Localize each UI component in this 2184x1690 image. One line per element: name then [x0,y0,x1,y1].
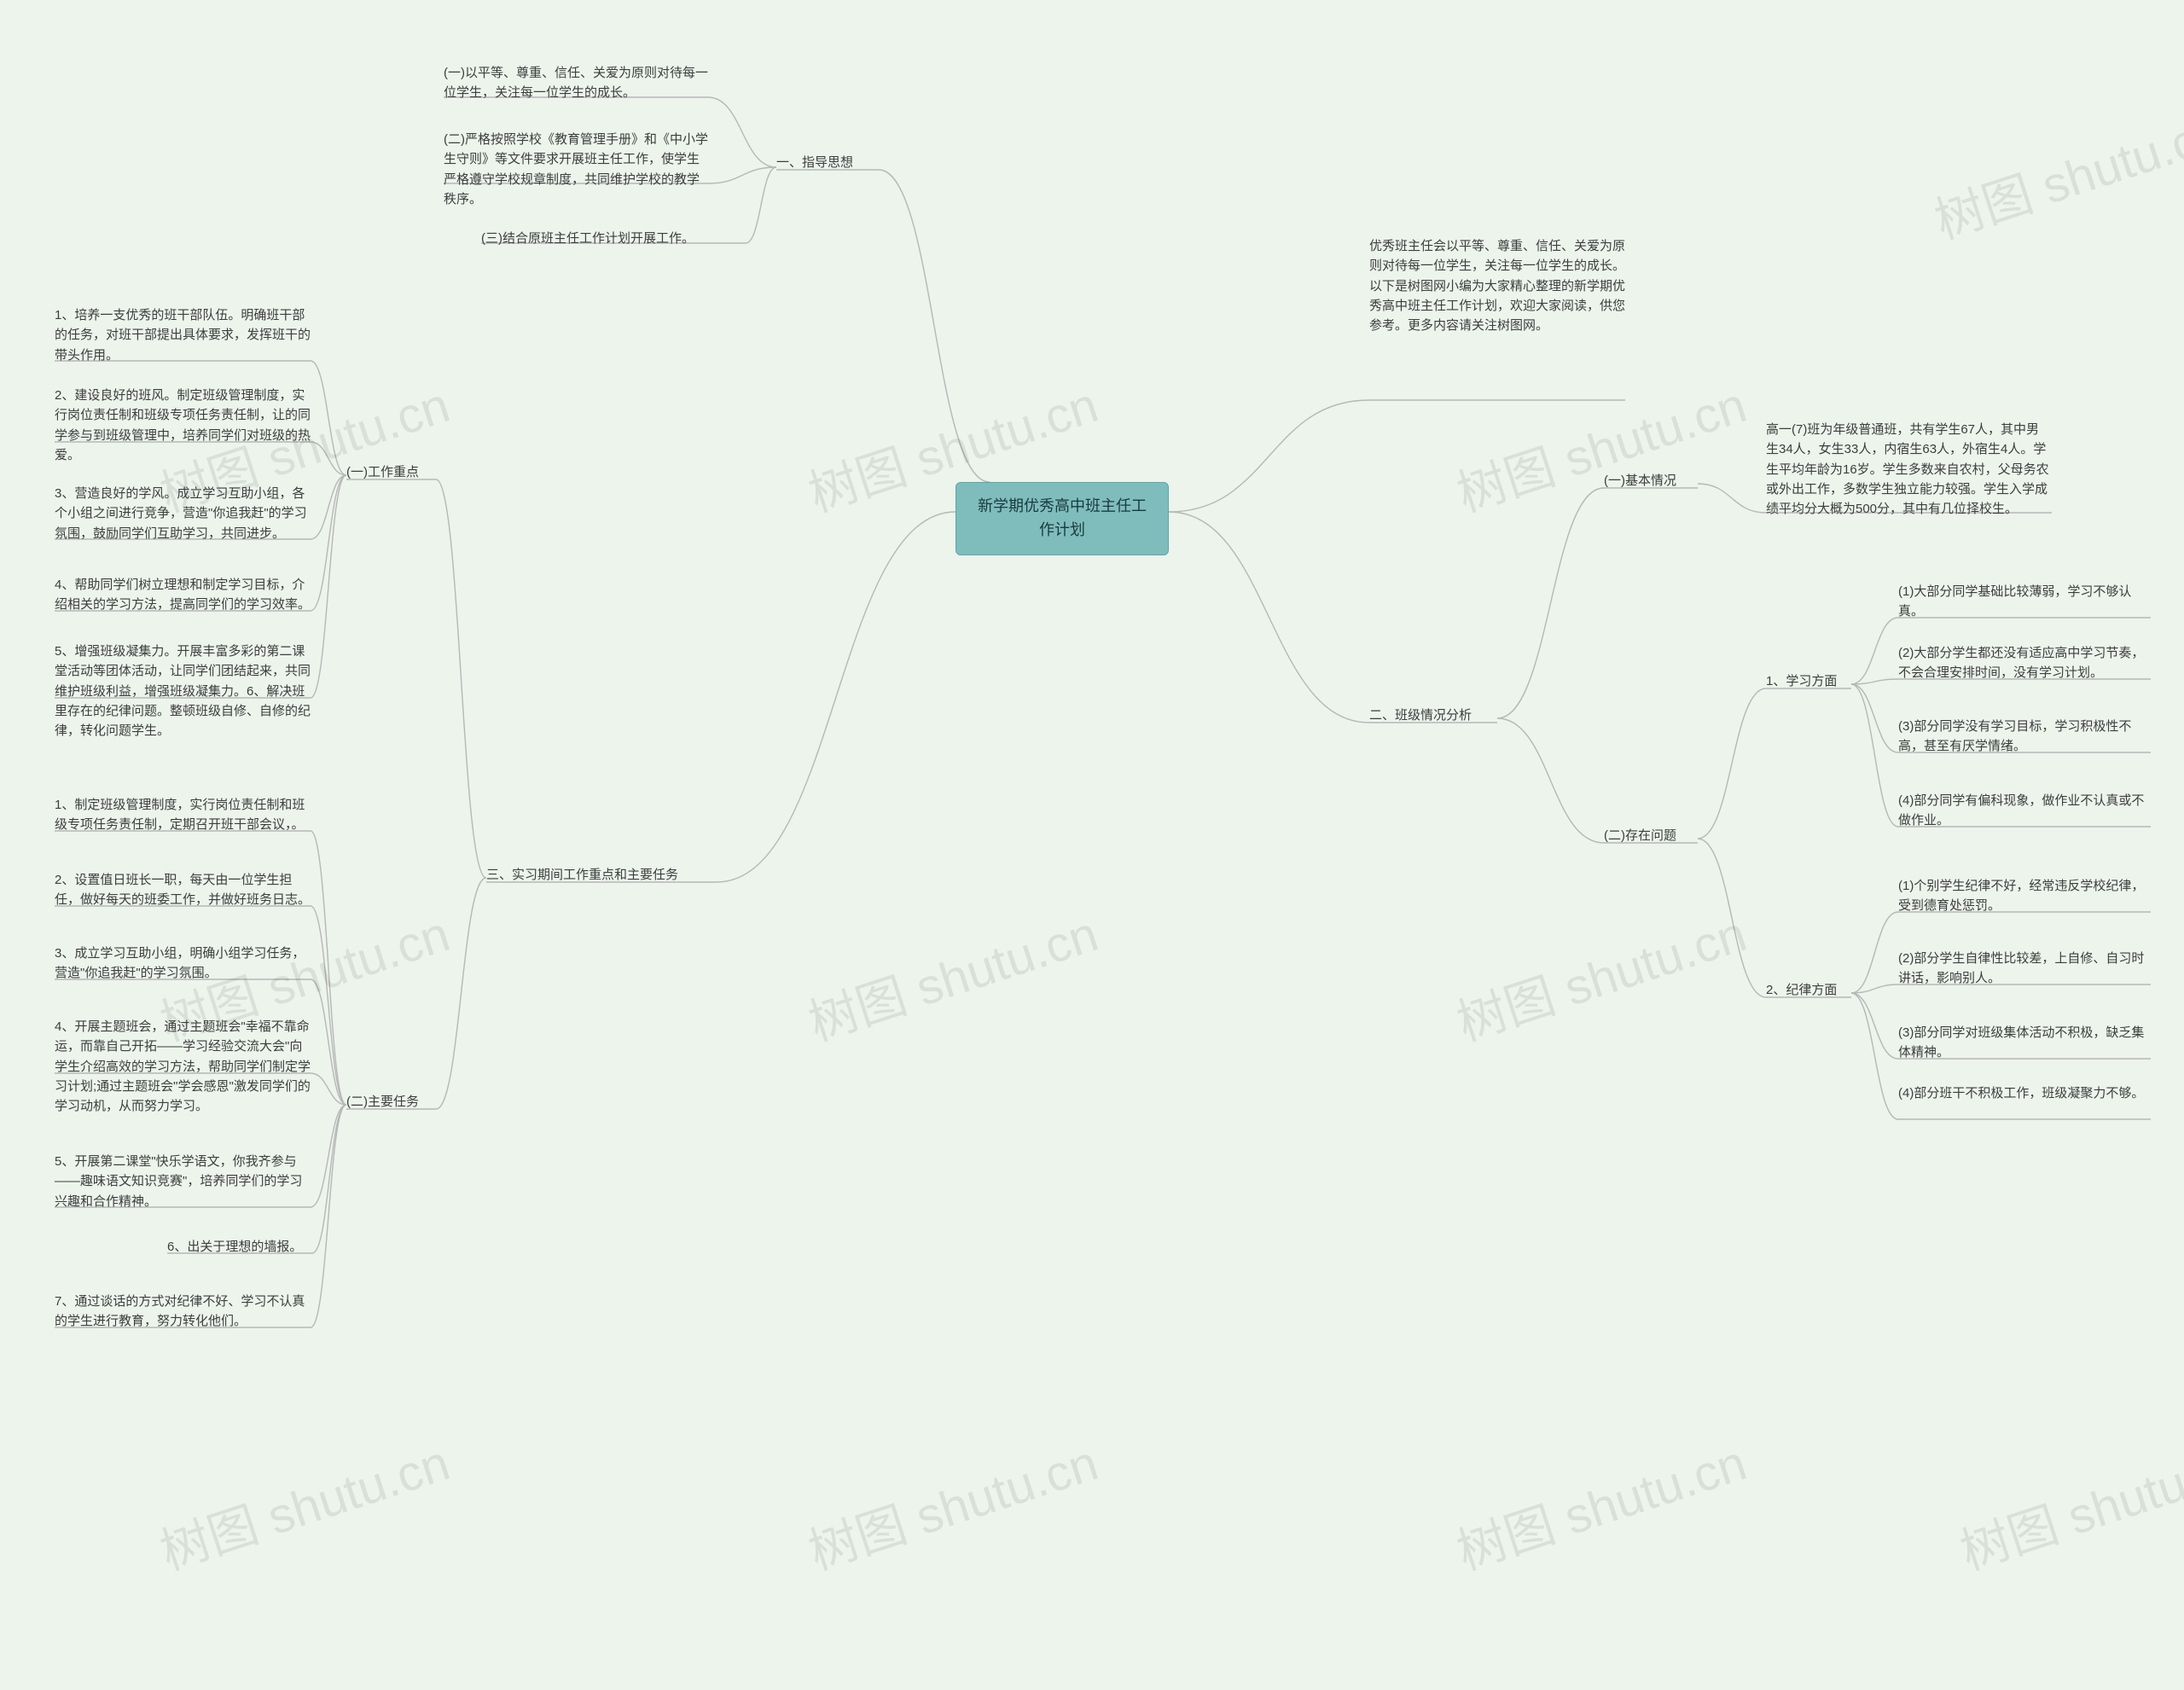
section-1-label: 一、指导思想 [776,151,896,174]
section-2-leaf: (3)部分同学没有学习目标，学习积极性不高，甚至有厌学情绪。 [1898,715,2151,758]
section-2-leaf: (4)部分同学有偏科现象，做作业不认真或不做作业。 [1898,789,2151,833]
section-2-leaf: (2)大部分学生都还没有适应高中学习节奏，不会合理安排时间，没有学习计划。 [1898,642,2151,685]
watermark: 树图 shutu.cn [799,894,1106,1054]
watermark: 树图 shutu.cn [1925,92,2184,253]
section-3-leaf: 3、营造良好的学风。成立学习互助小组，各个小组之间进行竞争，营造"你追我赶"的学… [55,482,311,545]
section-3-leaf: 4、帮助同学们树立理想和制定学习目标，介绍相关的学习方法，提高同学们的学习效率。 [55,573,311,617]
section-3-leaf: 7、通过谈话的方式对纪律不好、学习不认真的学生进行教育，努力转化他们。 [55,1290,311,1333]
section-2-leaf: (3)部分同学对班级集体活动不积极，缺乏集体精神。 [1898,1021,2151,1065]
section-1-item: (二)严格按照学校《教育管理手册》和《中小学生守则》等文件要求开展班主任工作，使… [444,128,708,211]
section-1-item: (三)结合原班主任工作计划开展工作。 [481,227,746,250]
root-node: 新学期优秀高中班主任工作计划 [956,482,1169,555]
section-3-sub: (二)主要任务 [346,1090,440,1113]
section-2-leaf: (1)个别学生纪律不好，经常违反学校纪律，受到德育处惩罚。 [1898,874,2151,918]
intro-text: 优秀班主任会以平等、尊重、信任、关爱为原则对待每一位学生，关注每一位学生的成长。… [1369,235,1625,337]
watermark: 树图 shutu.cn [1447,894,1754,1054]
watermark: 树图 shutu.cn [150,1423,457,1583]
section-2-leaf: 高一(7)班为年级普通班，共有学生67人，其中男生34人，女生33人，内宿生63… [1766,418,2052,520]
section-3-leaf: 3、成立学习互助小组，明确小组学习任务，营造"你追我赶"的学习氛围。 [55,942,311,985]
section-3-leaf: 6、出关于理想的墙报。 [167,1235,312,1258]
section-2-sub: (一)基本情况 [1604,469,1706,492]
section-3-leaf: 2、设置值日班长一职，每天由一位学生担任，做好每天的班委工作，并做好班务日志。 [55,868,311,912]
section-3-leaf: 5、增强班级凝集力。开展丰富多彩的第二课堂活动等团体活动，让同学们团结起来，共同… [55,640,311,742]
section-3-sub: (一)工作重点 [346,461,440,484]
watermark: 树图 shutu.cn [1447,1423,1754,1583]
watermark: 树图 shutu.cn [1950,1423,2184,1583]
section-3-label: 三、实习期间工作重点和主要任务 [486,863,725,886]
watermark: 树图 shutu.cn [1447,365,1754,526]
section-3-leaf: 5、开展第二课堂"快乐学语文，你我齐参与——趣味语文知识竞赛"，培养同学们的学习… [55,1150,311,1213]
section-3-leaf: 4、开展主题班会，通过主题班会"幸福不靠命运，而靠自己开拓——学习经验交流大会"… [55,1015,311,1118]
section-1-item: (一)以平等、尊重、信任、关爱为原则对待每一位学生，关注每一位学生的成长。 [444,61,708,105]
section-3-leaf: 1、培养一支优秀的班干部队伍。明确班干部的任务，对班干部提出具体要求，发挥班干的… [55,304,311,367]
section-2-leaf: (2)部分学生自律性比较差，上自修、自习时讲话，影响别人。 [1898,947,2151,990]
section-2-leaf: (1)大部分同学基础比较薄弱，学习不够认真。 [1898,580,2151,624]
section-2-subsub: 2、纪律方面 [1766,979,1860,1002]
watermark: 树图 shutu.cn [799,1423,1106,1583]
edge-layer [0,0,2184,1690]
section-2-label: 二、班级情况分析 [1369,704,1506,727]
section-3-leaf: 2、建设良好的班风。制定班级管理制度，实行岗位责任制和班级专项任务责任制，让的同… [55,384,311,467]
section-2-subsub: 1、学习方面 [1766,670,1860,693]
section-3-leaf: 1、制定班级管理制度，实行岗位责任制和班级专项任务责任制，定期召开班干部会议，。 [55,793,311,837]
section-2-sub: (二)存在问题 [1604,824,1706,847]
section-2-leaf: (4)部分班干不积极工作，班级凝聚力不够。 [1898,1082,2151,1105]
